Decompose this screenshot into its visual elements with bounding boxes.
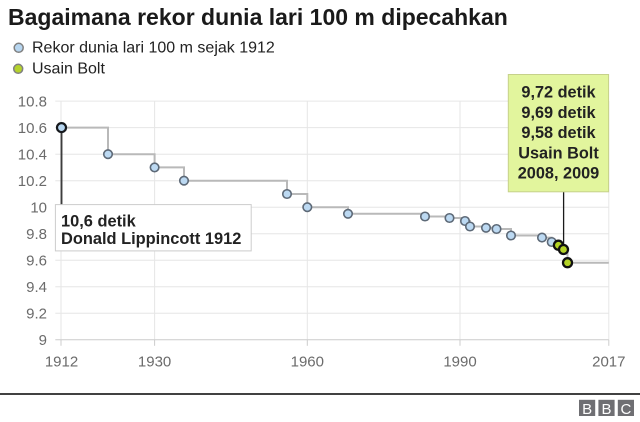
svg-text:1912: 1912 [45, 353, 78, 370]
svg-text:9.6: 9.6 [26, 253, 47, 270]
svg-text:Bagaimana rekor dunia lari 100: Bagaimana rekor dunia lari 100 m dipecah… [8, 4, 508, 30]
svg-text:10.8: 10.8 [18, 93, 47, 110]
svg-text:1960: 1960 [291, 353, 324, 370]
svg-text:Usain Bolt: Usain Bolt [32, 60, 105, 77]
svg-text:1930: 1930 [138, 353, 171, 370]
svg-text:Rekor dunia lari 100 m sejak 1: Rekor dunia lari 100 m sejak 1912 [32, 39, 275, 56]
svg-text:9,69 detik: 9,69 detik [521, 104, 596, 122]
svg-text:1990: 1990 [443, 353, 476, 370]
svg-text:C: C [620, 401, 631, 418]
svg-text:9,58 detik: 9,58 detik [521, 124, 596, 142]
svg-text:9.4: 9.4 [26, 279, 47, 296]
svg-text:2008, 2009: 2008, 2009 [518, 165, 600, 183]
svg-text:10.6: 10.6 [18, 120, 47, 137]
svg-text:9.8: 9.8 [26, 226, 47, 243]
svg-text:B: B [582, 401, 592, 418]
svg-text:10.2: 10.2 [18, 173, 47, 190]
svg-text:9,72 detik: 9,72 detik [521, 84, 596, 102]
svg-text:10: 10 [30, 200, 47, 217]
svg-text:9.2: 9.2 [26, 306, 47, 323]
svg-text:10,6 detik: 10,6 detik [61, 213, 137, 231]
svg-text:9: 9 [39, 332, 47, 349]
svg-text:B: B [601, 401, 611, 418]
svg-text:Usain Bolt: Usain Bolt [518, 144, 599, 162]
svg-text:2017: 2017 [592, 353, 625, 370]
svg-text:10.4: 10.4 [18, 147, 47, 164]
svg-text:Donald Lippincott 1912: Donald Lippincott 1912 [61, 230, 241, 248]
